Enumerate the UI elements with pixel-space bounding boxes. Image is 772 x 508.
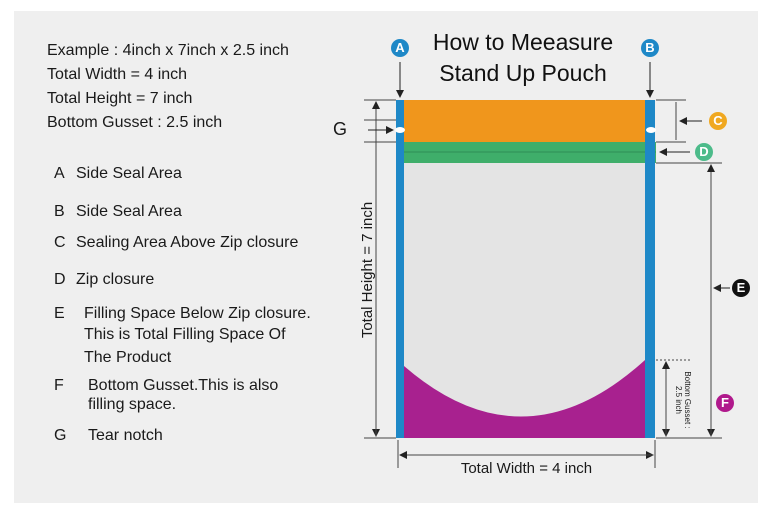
side-seal-left <box>396 100 404 438</box>
legend-item-d: D Zip closure <box>54 269 154 291</box>
legend-item-a: A Side Seal Area <box>54 163 182 185</box>
total-height-line: Total Height = 7 inch <box>47 90 193 107</box>
total-width-line: Total Width = 4 inch <box>47 66 188 83</box>
marker-f-label: F <box>721 395 729 410</box>
legend-text: Filling Space Below Zip closure. <box>84 305 311 322</box>
legend-key: A <box>54 165 65 182</box>
legend-text: Side Seal Area <box>76 203 182 220</box>
legend-text: Side Seal Area <box>76 165 182 182</box>
legend-key: C <box>54 234 66 251</box>
marker-d-icon <box>695 143 713 161</box>
title-line-1: How to Meeasure <box>432 29 614 55</box>
diagram-title: How to Meeasure Stand Up Pouch <box>398 27 648 89</box>
legend-item-g: G Tear notch <box>54 425 163 447</box>
title-line-2: Stand Up Pouch <box>439 60 607 86</box>
legend-key: B <box>54 203 65 220</box>
marker-e-icon <box>732 279 750 297</box>
marker-c-icon <box>709 112 727 130</box>
total-height-label: Total Height = 7 inch <box>359 201 376 339</box>
example-line: Example : 4inch x 7inch x 2.5 inch <box>47 42 289 59</box>
bottom-gusset-area <box>404 360 645 438</box>
marker-b-label: B <box>645 40 655 55</box>
marker-a-label: A <box>395 40 405 55</box>
marker-c-label: C <box>713 113 723 128</box>
legend-item-c: C Sealing Area Above Zip closure <box>54 232 298 254</box>
legend-text-e-line3: The Product <box>84 349 172 366</box>
marker-f-icon <box>716 394 734 412</box>
marker-d-label: D <box>699 144 709 159</box>
legend-key: E <box>54 305 65 322</box>
legend-key: G <box>54 427 67 444</box>
marker-a-icon <box>391 39 409 57</box>
side-seal-right <box>645 100 655 438</box>
legend-item-b: B Side Seal Area <box>54 201 182 223</box>
legend-text: Sealing Area Above Zip closure <box>76 234 299 251</box>
legend-text: Zip closure <box>76 271 155 288</box>
legend-text: Bottom Gusset.This is also <box>88 377 279 394</box>
legend-key: F <box>54 377 64 394</box>
marker-g-label: G <box>333 119 348 139</box>
legend-key: D <box>54 271 66 288</box>
legend-item-f: F Bottom Gusset.This is also <box>54 375 278 397</box>
legend-text-f-line2: filling space. <box>88 396 177 413</box>
bottom-gusset-label: Bottom Gusset : 2.5 inch <box>674 371 692 428</box>
tear-notch-left <box>395 127 405 133</box>
legend-text-e-line2: This is Total Filling Space Of <box>84 326 286 343</box>
gusset-label-line-1: Bottom Gusset : <box>683 371 692 429</box>
bottom-gusset-line: Bottom Gusset : 2.5 inch <box>47 114 223 131</box>
top-seal-area <box>404 100 645 142</box>
total-width-label: Total Width = 4 inch <box>460 460 593 477</box>
marker-e-label: E <box>736 280 746 295</box>
legend-item-e: E Filling Space Below Zip closure. <box>54 303 311 325</box>
marker-b-icon <box>641 39 659 57</box>
gusset-label-line-2: 2.5 inch <box>674 385 683 415</box>
tear-notch-right <box>646 127 656 133</box>
legend-text: Tear notch <box>88 427 163 444</box>
